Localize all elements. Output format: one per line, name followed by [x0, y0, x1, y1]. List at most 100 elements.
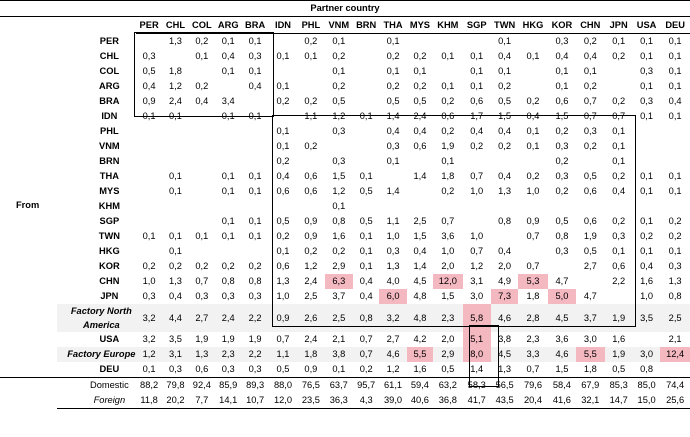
table-cell: 0,3	[668, 261, 682, 271]
table-cell: 0,5	[276, 216, 290, 226]
row-label: Domestic	[56, 377, 136, 393]
table-cell: 4,5	[547, 304, 577, 332]
table-cell: 1,2	[135, 347, 163, 362]
table-cell: 0,1	[386, 66, 400, 76]
table-cell	[241, 199, 268, 214]
table-cell: 1,0	[142, 276, 156, 286]
table-cell: 0,5	[359, 216, 373, 226]
table-cell	[269, 199, 297, 214]
table-cell: 20,2	[162, 393, 189, 409]
table-cell: 0,4	[470, 126, 484, 136]
table-cell: 0,4	[359, 276, 373, 286]
table-cell: 4,6	[490, 304, 519, 332]
table-cell	[189, 109, 215, 124]
table-cell: 23,5	[297, 393, 325, 409]
table-cell	[633, 332, 660, 347]
table-cell: 1,0	[470, 231, 484, 241]
table-cell: 0,1	[195, 51, 209, 61]
table-cell: 4,5	[413, 276, 427, 286]
table-cell	[297, 124, 324, 139]
table-cell: 0,9	[304, 231, 318, 241]
table-cell: 0,5	[332, 96, 346, 106]
table-cell: 3,6	[555, 334, 569, 344]
column-header-hkg: HKG	[518, 16, 548, 34]
table-cell: 0,4	[612, 186, 626, 196]
table-cell: 0,1	[526, 126, 540, 136]
table-cell: 1,3	[169, 36, 182, 46]
table-cell	[136, 124, 162, 139]
table-cell: 0,3	[386, 246, 400, 256]
table-cell: 0,2	[526, 96, 540, 106]
table-cell: 0,7	[195, 276, 209, 286]
table-cell: 1,9	[195, 334, 209, 344]
table-cell: 0,2	[441, 126, 455, 136]
table-cell: 0,1	[359, 261, 373, 271]
trade-share-table: Partner country PER CHL COL ARG BRA IDN PHL VNM…	[0, 0, 690, 409]
table-cell: 0,2	[169, 261, 182, 271]
table-cell: 2,4	[413, 111, 427, 121]
table-cell: 1,8	[297, 347, 325, 362]
column-header-col: COL	[188, 16, 216, 34]
table-cell: 0,1	[668, 81, 682, 91]
table-cell: 0,2	[359, 364, 373, 374]
table-cell	[325, 139, 353, 154]
table-cell: 0,1	[304, 51, 318, 61]
table-cell	[162, 154, 188, 169]
table-cell: 5,1	[462, 332, 491, 347]
table-cell: 2,0	[498, 261, 512, 271]
table-cell: 0,4	[526, 111, 540, 121]
table-cell: 7,3	[490, 289, 519, 304]
table-cell: 89,3	[241, 377, 269, 393]
table-cell: 1,2	[332, 186, 346, 196]
table-cell: 85,9	[215, 377, 242, 393]
table-cell: 0,7	[583, 111, 597, 121]
table-cell	[136, 199, 162, 214]
table-cell: 0,1	[498, 36, 512, 46]
table-cell: 1,9	[248, 334, 262, 344]
table-cell: 0,3	[332, 156, 346, 166]
table-cell: 79,6	[518, 377, 548, 393]
column-header-kor: KOR	[547, 16, 577, 34]
table-row: Factory Europe 1,2 3,1 1,3 2,3 2,2 1,1 1,8 3,8 0,…	[0, 347, 690, 362]
row-label: ARG	[99, 81, 120, 91]
table-cell: 1,3	[169, 276, 182, 286]
table-cell: 0,4	[386, 126, 400, 136]
table-cell: 56,5	[490, 377, 519, 393]
table-cell: 1,0	[441, 246, 455, 256]
table-cell: 8,0	[462, 347, 491, 362]
table-cell: 0,2	[248, 261, 262, 271]
table-cell: 0,9	[304, 364, 318, 374]
table-cell: 12,0	[268, 393, 298, 409]
table-cell: 0,4	[248, 81, 262, 91]
table-cell: 43,5	[490, 393, 519, 409]
table-cell: 1,2	[332, 111, 346, 121]
table-cell: 0,1	[169, 246, 182, 256]
table-cell	[241, 124, 268, 139]
table-cell: 0,1	[612, 156, 626, 166]
table-cell: 0,6	[413, 141, 427, 151]
row-label: PHL	[100, 126, 119, 136]
table-cell: 0,2	[276, 156, 290, 166]
row-label: BRA	[99, 96, 120, 106]
table-row: BRN 0,2 0,3 0,1 0,1 0,2 0,1	[0, 154, 690, 169]
table-cell: 67,9	[576, 377, 605, 393]
table-cell: 2,9	[332, 261, 346, 271]
table-cell: 2,0	[441, 261, 455, 271]
table-cell: 3,1	[470, 276, 484, 286]
table-cell: 0,6	[304, 186, 318, 196]
table-cell	[463, 214, 491, 229]
table-cell: 0,1	[612, 141, 626, 151]
table-row: VNM 0,1 0,2 0,3 0,6 1,9 0,2 0,2 0,1 0,3 0,2 0,1	[0, 139, 690, 154]
table-cell	[407, 154, 433, 169]
table-cell: 0,5	[612, 364, 626, 374]
table-cell: 92,4	[188, 377, 216, 393]
table-cell: 1,3	[188, 347, 216, 362]
table-cell: 1,4	[386, 186, 400, 196]
table-cell: 5,5	[406, 347, 434, 362]
table-cell: 0,2	[332, 246, 346, 256]
row-label: MYS	[99, 186, 120, 196]
row-label: KHM	[98, 201, 120, 211]
table-row: DEU 0,1 0,3 0,6 0,3 0,3 0,5 0,9 0,1 0,2 1,2 1,6 0,5 1…	[0, 362, 690, 378]
table-cell: 1,8	[441, 171, 455, 181]
